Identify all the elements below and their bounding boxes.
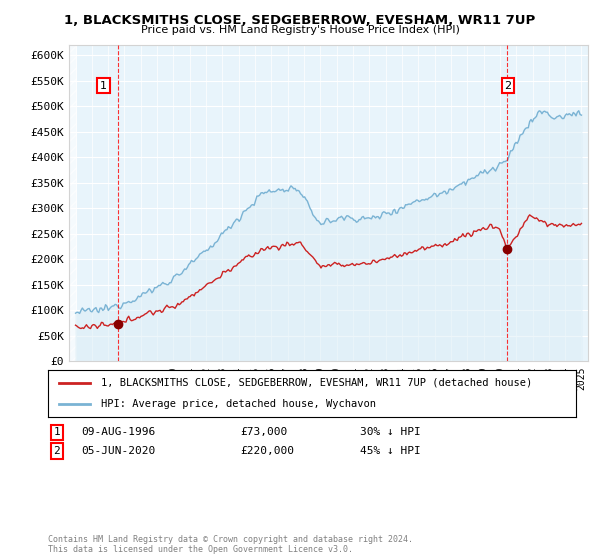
Text: 2: 2 bbox=[505, 81, 512, 91]
Text: HPI: Average price, detached house, Wychavon: HPI: Average price, detached house, Wych… bbox=[101, 399, 376, 409]
Text: 2: 2 bbox=[53, 446, 61, 456]
Text: 30% ↓ HPI: 30% ↓ HPI bbox=[360, 427, 421, 437]
Text: 1, BLACKSMITHS CLOSE, SEDGEBERROW, EVESHAM, WR11 7UP: 1, BLACKSMITHS CLOSE, SEDGEBERROW, EVESH… bbox=[64, 14, 536, 27]
Text: £73,000: £73,000 bbox=[240, 427, 287, 437]
Text: Price paid vs. HM Land Registry's House Price Index (HPI): Price paid vs. HM Land Registry's House … bbox=[140, 25, 460, 35]
Text: 45% ↓ HPI: 45% ↓ HPI bbox=[360, 446, 421, 456]
Text: 09-AUG-1996: 09-AUG-1996 bbox=[81, 427, 155, 437]
Text: 05-JUN-2020: 05-JUN-2020 bbox=[81, 446, 155, 456]
Text: Contains HM Land Registry data © Crown copyright and database right 2024.
This d: Contains HM Land Registry data © Crown c… bbox=[48, 535, 413, 554]
Text: 1: 1 bbox=[100, 81, 107, 91]
Text: 1, BLACKSMITHS CLOSE, SEDGEBERROW, EVESHAM, WR11 7UP (detached house): 1, BLACKSMITHS CLOSE, SEDGEBERROW, EVESH… bbox=[101, 378, 532, 388]
Bar bbox=[69, 45, 77, 361]
Text: 1: 1 bbox=[53, 427, 61, 437]
Text: £220,000: £220,000 bbox=[240, 446, 294, 456]
